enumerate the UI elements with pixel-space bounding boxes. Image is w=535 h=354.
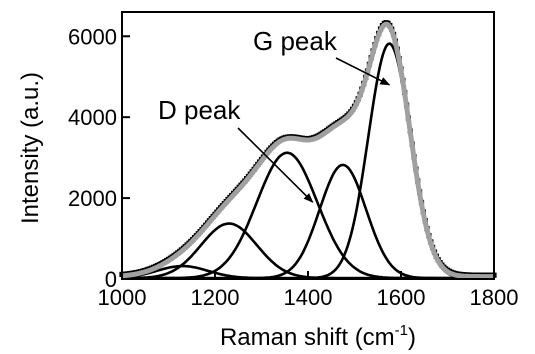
x-axis-label-sup: -1: [395, 322, 408, 339]
fit-envelope-line: [121, 21, 494, 280]
x-tick-label: 1200: [191, 285, 240, 310]
x-tick-label: 1400: [284, 285, 333, 310]
annotations: D peak G peak: [158, 26, 391, 203]
x-tick-label: 1600: [377, 285, 426, 310]
y-tick-label: 2000: [68, 186, 117, 211]
y-axis-label: Intensity (a.u.): [17, 72, 44, 224]
x-axis-label-close: ): [408, 324, 416, 351]
x-tick-label: 1000: [98, 285, 147, 310]
annotation-label: G peak: [253, 26, 338, 56]
x-tick-label: 1800: [470, 285, 519, 310]
annotation-arrow: [335, 57, 391, 86]
x-axis-label-main: Raman shift (cm: [220, 324, 395, 351]
y-tick-label: 6000: [68, 24, 117, 49]
annotation-label: D peak: [158, 95, 241, 125]
plot-area: [119, 20, 497, 280]
annotation-arrow: [237, 127, 314, 203]
y-tick-label: 0: [105, 267, 117, 292]
axis-ticks: 1000 1200 1400 1600 1800 0 2000 4000 6000: [68, 24, 518, 310]
x-axis-label: Raman shift (cm-1): [220, 322, 416, 351]
y-tick-label: 4000: [68, 105, 117, 130]
